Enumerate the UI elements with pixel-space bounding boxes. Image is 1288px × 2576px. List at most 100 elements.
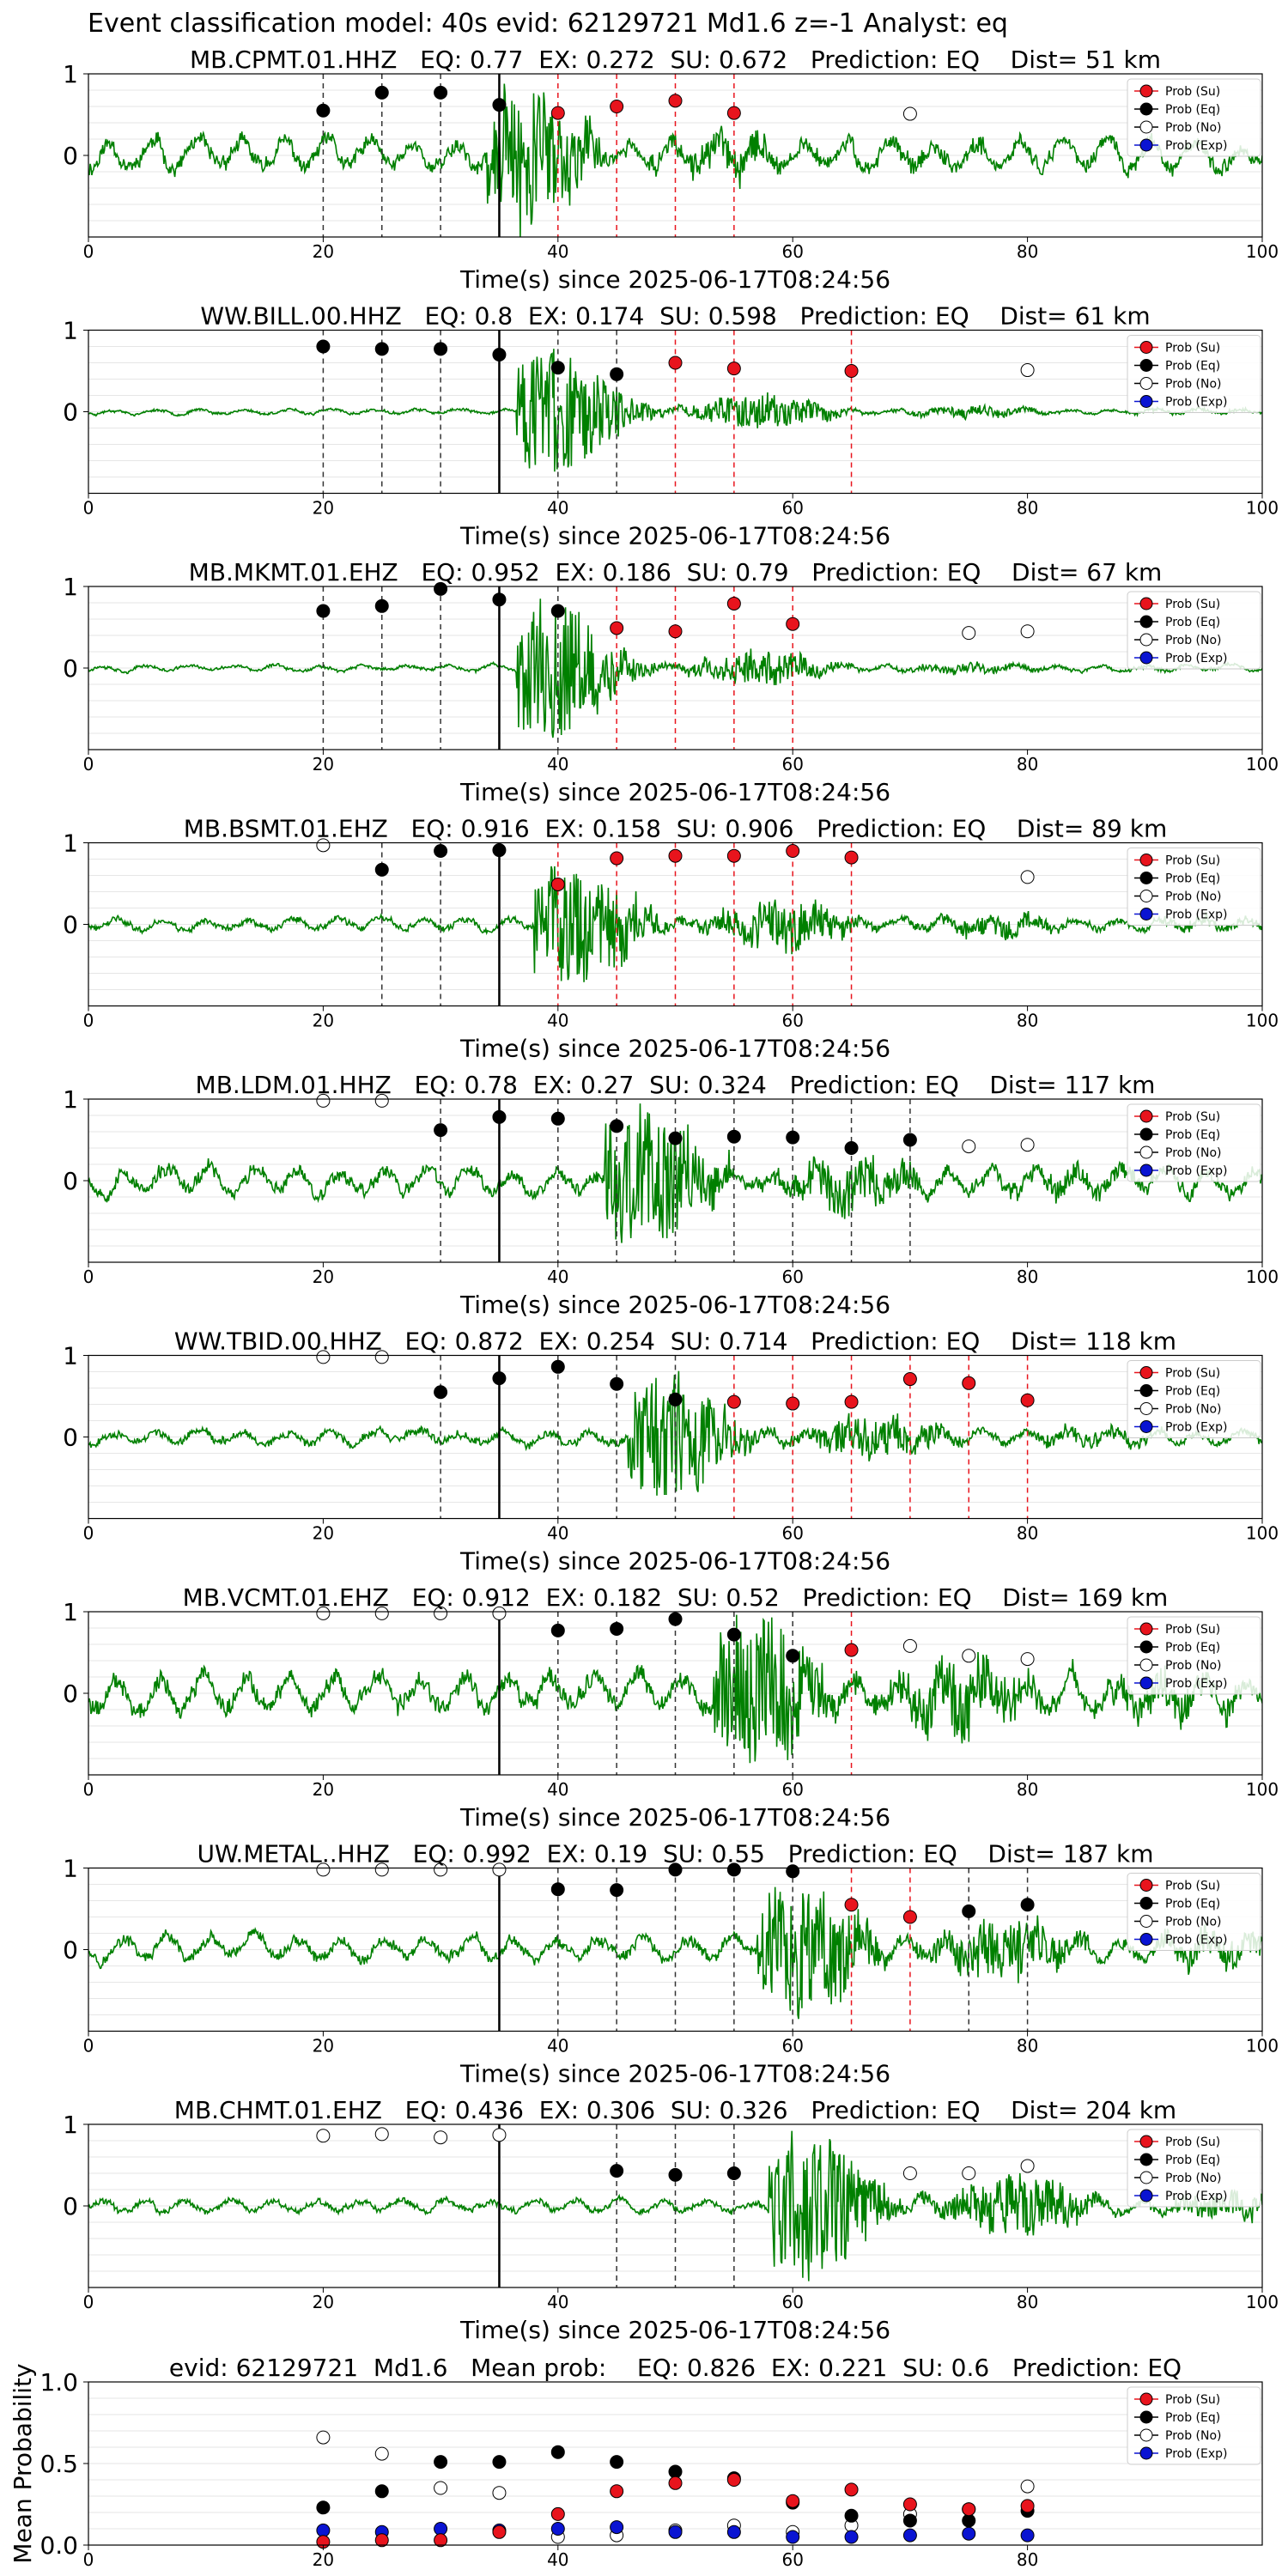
legend-label: Prob (Eq) (1165, 2154, 1220, 2167)
x-tick-label: 40 (547, 1267, 568, 1287)
mean-prob-point-eq (962, 2513, 976, 2528)
legend-marker (1139, 633, 1153, 647)
prob-marker-no (1020, 870, 1035, 884)
legend-marker (1139, 890, 1153, 902)
prob-marker-eq (726, 1627, 741, 1642)
prob-marker-su (668, 94, 683, 108)
prob-marker-no (316, 2129, 331, 2143)
x-tick-label: 80 (1017, 2549, 1038, 2570)
legend-marker (1139, 1933, 1153, 1946)
mean-prob-point-su (434, 2533, 448, 2548)
mean-prob-point-exp (550, 2522, 565, 2536)
x-tick-label: 0 (83, 2549, 94, 2570)
station-panel: 0 20 40 60 80 100 1 0 MB.VCMT.01.EHZ EQ: 0.912 E… (63, 1583, 1279, 1832)
x-tick-label: 20 (313, 1011, 334, 1031)
x-tick-label: 80 (1017, 2036, 1038, 2057)
mean-prob-point-su (962, 2502, 976, 2517)
mean-prob-point-exp (316, 2523, 331, 2537)
panel-title: MB.CHMT.01.EHZ EQ: 0.436 EX: 0.306 SU: 0… (174, 2096, 1176, 2124)
prob-marker-su (786, 617, 800, 631)
y-tick-label: 1 (63, 1855, 78, 1883)
y-tick-label: 0.5 (39, 2450, 78, 2478)
legend-box (1127, 591, 1261, 670)
x-tick-label: 80 (1017, 1523, 1038, 1544)
panel-title: MB.MKMT.01.EHZ EQ: 0.952 EX: 0.186 SU: 0… (189, 558, 1163, 586)
y-tick-label: 0 (63, 911, 78, 939)
legend-marker (1139, 341, 1153, 354)
x-tick-label: 40 (547, 1011, 568, 1031)
legend-label: Prob (Exp) (1165, 2447, 1228, 2461)
waveform-trace (88, 1370, 1262, 1496)
legend-label: Prob (Su) (1165, 598, 1220, 611)
mean-prob-point-exp (434, 2522, 448, 2536)
station-panel: 0 20 40 60 80 100 1 0 UW.METAL..HHZ EQ: 0.992 EX… (63, 1840, 1279, 2088)
x-tick-label: 0 (83, 241, 94, 262)
prob-marker-eq (492, 592, 507, 607)
prob-marker-eq (374, 85, 389, 100)
legend-label: Prob (Eq) (1165, 360, 1220, 374)
station-panel: 0 20 40 60 80 100 1 0 MB.MKMT.01.EHZ EQ: 0.952 E… (63, 558, 1279, 806)
mean-prob-point-eq (550, 2445, 565, 2459)
legend-marker (1139, 1366, 1153, 1379)
prob-marker-eq (668, 2167, 683, 2182)
x-tick-label: 20 (313, 1267, 334, 1287)
x-tick-label: 0 (83, 1779, 94, 1800)
x-tick-label: 0 (83, 1011, 94, 1031)
panel-title: UW.METAL..HHZ EQ: 0.992 EX: 0.19 SU: 0.5… (197, 1840, 1153, 1868)
summary-panel: 0 20 40 60 80 1.0 0.5 0.0 evid: 62129721 Md1.6 M… (9, 2354, 1263, 2570)
x-tick-label: 0 (83, 498, 94, 519)
legend-label: Prob (No) (1165, 378, 1222, 392)
mean-prob-point-eq (374, 2484, 389, 2499)
legend-box (1127, 2386, 1261, 2465)
station-panel: 0 20 40 60 80 100 1 0 MB.CPMT.01.HHZ EQ: 0.77 EX… (63, 46, 1279, 294)
legend-marker (1139, 1384, 1153, 1397)
prob-marker-no (962, 2166, 976, 2180)
x-tick-label: 100 (1246, 1011, 1279, 1031)
mean-prob-point-su (902, 2497, 917, 2512)
prob-marker-eq (492, 98, 507, 112)
legend-label: Prob (Su) (1165, 342, 1220, 355)
prob-marker-su (610, 621, 624, 635)
prob-marker-su (726, 361, 741, 376)
prob-marker-su (726, 596, 741, 611)
mean-prob-point-eq (902, 2513, 917, 2528)
x-tick-label: 60 (781, 1523, 803, 1544)
y-tick-label: 1.0 (39, 2368, 78, 2397)
x-axis-label: Time(s) since 2025-06-17T08:24:56 (459, 265, 890, 294)
prob-marker-su (902, 1910, 917, 1924)
prob-marker-su (726, 1394, 741, 1409)
prob-marker-no (316, 1093, 331, 1108)
legend-label: Prob (Su) (1165, 85, 1220, 99)
prob-marker-su (668, 624, 683, 639)
legend-marker (1139, 2392, 1153, 2406)
prob-marker-su (610, 100, 624, 113)
prob-marker-eq (610, 1621, 624, 1636)
legend-label: Prob (No) (1165, 1916, 1222, 1929)
legend-label: Prob (Eq) (1165, 1641, 1220, 1655)
legend-box (1127, 848, 1261, 926)
prob-marker-no (492, 2128, 507, 2142)
x-tick-label: 20 (313, 2036, 334, 2057)
legend-label: Prob (Su) (1165, 1623, 1220, 1637)
legend-marker (1139, 138, 1153, 152)
mean-prob-point-exp (1020, 2528, 1035, 2543)
legend-marker (1139, 872, 1153, 884)
prob-marker-eq (434, 342, 448, 356)
x-tick-label: 20 (313, 2292, 334, 2312)
legend-marker (1139, 2428, 1153, 2442)
prob-marker-eq (550, 361, 565, 375)
y-tick-label: 0 (63, 1680, 78, 1708)
legend-label: Prob (Eq) (1165, 1898, 1220, 1911)
mean-prob-point-exp (962, 2526, 976, 2541)
prob-marker-su (786, 844, 800, 858)
prob-marker-su (610, 851, 624, 866)
prob-marker-su (668, 848, 683, 863)
prob-marker-eq (668, 1862, 683, 1877)
mean-prob-point-su (1020, 2499, 1035, 2513)
x-tick-label: 0 (83, 2036, 94, 2057)
x-axis-label: Time(s) since 2025-06-17T08:24:56 (459, 1803, 890, 1832)
prob-marker-eq (610, 2164, 624, 2178)
legend-label: Prob (Eq) (1165, 2411, 1220, 2425)
prob-marker-eq (434, 581, 448, 596)
